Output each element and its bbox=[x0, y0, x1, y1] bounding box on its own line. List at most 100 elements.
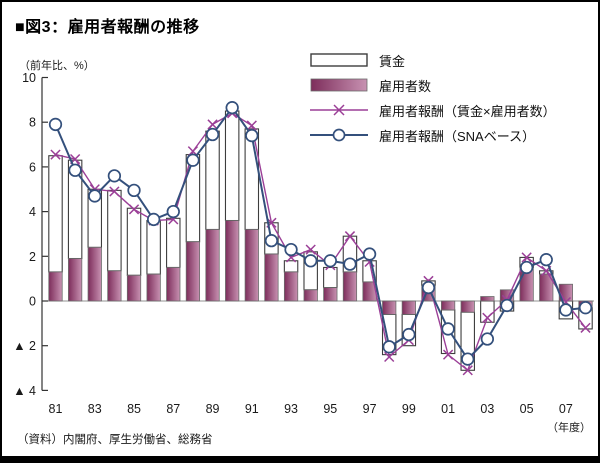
employees-bar-segment bbox=[323, 287, 338, 302]
circle-marker-icon bbox=[225, 101, 239, 115]
x-marker-icon bbox=[50, 149, 61, 160]
x-marker-icon bbox=[580, 322, 591, 333]
wage-bar-segment bbox=[48, 155, 63, 273]
compensation-calc-line bbox=[50, 108, 591, 376]
y-axis-unit-label: （前年比、%） bbox=[19, 60, 95, 72]
x-marker-icon bbox=[344, 231, 356, 242]
employees-bar-segment bbox=[146, 273, 161, 302]
circle-marker-icon bbox=[284, 242, 298, 257]
employees-bar-segment bbox=[440, 300, 456, 311]
circle-marker-icon bbox=[264, 234, 279, 248]
x-tick-label: 89 bbox=[206, 402, 220, 416]
legend-label-wage: 賃金 bbox=[379, 53, 406, 69]
wage-bar-segment bbox=[224, 110, 240, 222]
employees-bar-segment bbox=[87, 246, 102, 302]
x-tick-label: 91 bbox=[245, 402, 259, 416]
employees-bar-segment bbox=[205, 229, 220, 302]
employees-bar-segment bbox=[166, 267, 181, 302]
circle-marker-icon bbox=[166, 204, 180, 219]
x-marker-icon bbox=[207, 119, 218, 130]
circle-marker-icon bbox=[559, 303, 573, 317]
circle-marker-line-swatch-icon bbox=[310, 127, 372, 143]
x-marker-icon bbox=[462, 365, 473, 376]
employees-bar-segment bbox=[342, 271, 358, 302]
employees-bar-segment bbox=[283, 271, 299, 302]
wage-bar-segment bbox=[146, 219, 161, 275]
x-tick-label: 83 bbox=[88, 402, 102, 416]
employees-bar-segment bbox=[382, 300, 397, 315]
legend-label-compensation-calc: 雇用者報酬（賃金×雇用者数） bbox=[379, 103, 556, 119]
legend-item-compensation-calc: 雇用者報酬（賃金×雇用者数） bbox=[310, 102, 556, 119]
circle-marker-icon bbox=[88, 189, 102, 203]
compensation-sna-line bbox=[48, 101, 593, 366]
x-marker-icon bbox=[482, 312, 493, 323]
y-tick-label: 4 bbox=[29, 205, 36, 219]
x-tick-label: 85 bbox=[127, 402, 141, 416]
circle-marker-icon bbox=[323, 254, 337, 268]
y-tick-label: ▲ 2 bbox=[13, 339, 36, 353]
employees-bar-swatch-icon bbox=[310, 77, 372, 93]
wage-bar-segment bbox=[126, 207, 142, 276]
circle-marker-icon bbox=[441, 322, 455, 336]
x-tick-label: 05 bbox=[520, 402, 534, 416]
circle-marker-icon bbox=[461, 352, 475, 366]
circle-marker-icon bbox=[48, 117, 63, 132]
employees-bar-segment bbox=[48, 271, 63, 302]
circle-marker-icon bbox=[539, 253, 553, 267]
employees-bar-segment bbox=[401, 300, 416, 315]
source-note: （資料）内閣府、厚生労働省、総務省 bbox=[17, 434, 213, 446]
employees-bar-segment bbox=[244, 229, 259, 302]
x-tick-label: 07 bbox=[559, 402, 573, 416]
circle-marker-icon bbox=[578, 301, 593, 315]
y-tick-label: 8 bbox=[29, 116, 36, 130]
x-marker-icon bbox=[521, 252, 532, 263]
legend-item-wage: 賃金 bbox=[310, 52, 556, 69]
x-tick-label: 97 bbox=[363, 402, 377, 416]
circle-marker-icon bbox=[362, 247, 377, 261]
wage-bar-segment bbox=[107, 189, 122, 272]
employees-bar-segment bbox=[68, 258, 83, 302]
y-tick-label: 10 bbox=[22, 71, 36, 85]
legend-label-employees: 雇用者数 bbox=[379, 78, 432, 94]
x-tick-label: 93 bbox=[284, 402, 298, 416]
x-marker-icon bbox=[128, 204, 140, 215]
y-tick-label: ▲ 4 bbox=[13, 384, 36, 398]
wage-bar-segment bbox=[166, 217, 181, 269]
wage-bar-segment bbox=[244, 128, 260, 231]
legend-item-compensation-sna: 雇用者報酬（SNAベース） bbox=[310, 127, 556, 144]
circle-marker-icon bbox=[343, 257, 357, 271]
bars-group bbox=[48, 110, 593, 371]
x-tick-label: 81 bbox=[49, 402, 63, 416]
x-axis-unit-label: （年度） bbox=[547, 422, 591, 434]
x-tick-label: 01 bbox=[441, 402, 455, 416]
employees-bar-segment bbox=[303, 289, 318, 302]
circle-marker-icon bbox=[382, 340, 396, 354]
circle-marker-icon bbox=[205, 127, 220, 142]
circle-marker-icon bbox=[186, 153, 200, 167]
chart-title: ■図3：雇用者報酬の推移 bbox=[15, 19, 200, 36]
circle-marker-icon bbox=[107, 169, 122, 183]
circle-marker-icon bbox=[480, 332, 495, 346]
wage-bar-segment bbox=[205, 130, 220, 231]
x-marker-icon bbox=[384, 351, 395, 363]
circle-marker-icon bbox=[245, 128, 259, 143]
x-marker-icon bbox=[246, 120, 257, 131]
employees-bar-segment bbox=[539, 273, 554, 302]
circle-marker-icon bbox=[421, 280, 436, 295]
legend-item-employees: 雇用者数 bbox=[310, 77, 556, 94]
employees-bar-segment bbox=[185, 241, 201, 302]
y-tick-label: 2 bbox=[29, 250, 36, 264]
employees-bar-segment bbox=[480, 296, 495, 302]
y-tick-label: 6 bbox=[29, 160, 36, 174]
x-marker-icon bbox=[442, 349, 454, 360]
employees-bar-segment bbox=[264, 253, 279, 302]
circle-marker-icon bbox=[500, 298, 514, 313]
x-tick-label: 87 bbox=[166, 402, 180, 416]
wage-bar-segment bbox=[283, 260, 299, 273]
circle-marker-icon bbox=[146, 212, 161, 227]
x-tick-label: 03 bbox=[480, 402, 494, 416]
circle-marker-icon bbox=[402, 327, 416, 342]
circle-marker-icon bbox=[304, 254, 318, 268]
